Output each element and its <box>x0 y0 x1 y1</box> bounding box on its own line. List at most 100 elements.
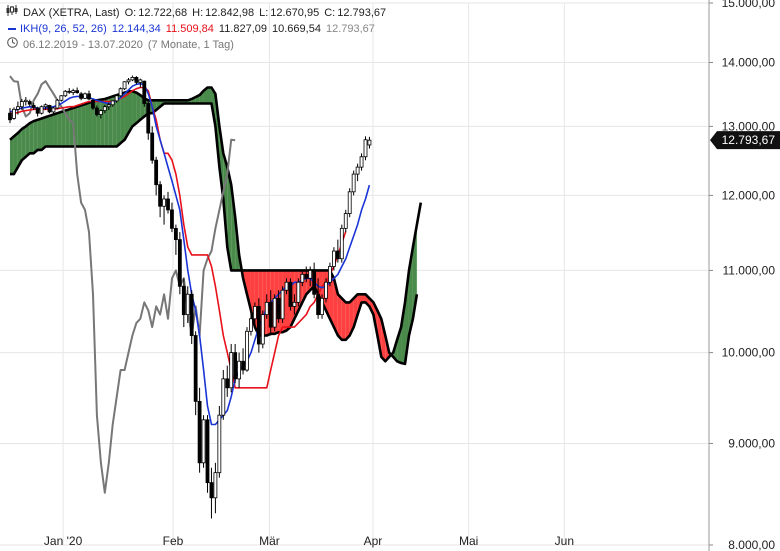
cloud-segment <box>112 95 117 147</box>
x-tick-label: Mai <box>459 534 478 548</box>
candle-body <box>142 80 147 104</box>
cloud-segment <box>49 114 54 147</box>
candle-body <box>114 95 119 102</box>
candle-body <box>181 285 186 316</box>
candles <box>8 75 372 519</box>
candle-body <box>272 297 277 328</box>
candle-body <box>205 419 210 484</box>
candle-body <box>79 93 83 99</box>
candle-body <box>324 281 328 299</box>
y-tick-label: 14.000,00 <box>722 55 776 69</box>
ikh-label: IKH(9, 26, 52, 26) <box>20 23 107 35</box>
kijun-line <box>10 86 347 389</box>
cloud-segment <box>136 92 141 124</box>
candle-body <box>335 250 340 260</box>
candle-body <box>173 227 178 241</box>
ikh-line-icon <box>8 28 16 30</box>
candle-body <box>166 198 170 211</box>
candle-body <box>63 90 68 97</box>
x-tick-label: Jun <box>555 534 574 548</box>
close-value: 12.793,67 <box>337 7 387 19</box>
candle-body <box>252 306 257 320</box>
cloud-segment <box>345 302 350 340</box>
axes: 8.000,00 9.000,00 10.000,00 11.000,00 12.000… <box>44 0 780 551</box>
candle-body <box>284 281 289 291</box>
candle-body <box>276 297 281 320</box>
cloud-segment <box>69 108 74 147</box>
candle-body <box>308 270 313 279</box>
ikh-chikou-value: 12.793,67 <box>325 23 375 35</box>
candle-body <box>229 352 234 389</box>
low-value: 12.670,95 <box>270 7 320 19</box>
open-value: 12.722,68 <box>138 7 188 19</box>
x-tick-label: Feb <box>163 534 184 548</box>
candle-body <box>316 293 321 316</box>
open-label: O: <box>124 7 137 19</box>
candle-body <box>221 378 226 416</box>
ikh-senkou-a-value: 11.827,09 <box>218 23 268 35</box>
candle-body <box>363 139 368 158</box>
cloud-segment <box>132 91 137 127</box>
date-range: 06.12.2019 - 13.07.2020 <box>23 39 143 51</box>
x-tick-label: Jan '20 <box>44 534 83 548</box>
candle-body <box>343 213 348 229</box>
candle-body <box>237 360 242 380</box>
cloud-segment <box>81 104 86 147</box>
candle-body <box>225 378 230 389</box>
cloud-segment <box>207 87 212 104</box>
x-tick-label: Apr <box>364 534 383 548</box>
cloud-segment <box>53 113 58 147</box>
candle-body <box>146 103 151 134</box>
candle-body <box>19 101 24 108</box>
y-tick-label: 10.000,00 <box>722 346 776 360</box>
candle-body <box>288 281 293 307</box>
cloud-segment <box>397 327 402 364</box>
chart-legend: DAX (XETRA, Last) O: 12.722,68 H: 12.842… <box>6 5 391 53</box>
cloud-segment <box>108 96 113 147</box>
cloud-segment <box>57 111 62 147</box>
cloud-segment <box>21 126 26 161</box>
ikh-senkou-b-value: 10.669,54 <box>272 23 321 35</box>
cloud-segment <box>341 298 346 340</box>
candle-body <box>27 101 32 105</box>
candle-body <box>134 76 139 83</box>
candle-body <box>130 76 135 81</box>
y-tick-label: 12.000,00 <box>722 188 776 202</box>
candle-body <box>59 95 64 101</box>
candlestick-icon <box>6 5 18 21</box>
candle-body <box>126 79 131 83</box>
candle-body <box>217 414 222 474</box>
y-tick-label: 9.000,00 <box>728 436 775 450</box>
cloud-segment <box>128 91 133 134</box>
candle-body <box>312 270 317 295</box>
candle-body <box>260 314 265 345</box>
cloud-segment <box>96 99 101 147</box>
cloud-segment <box>45 115 50 147</box>
cloud-segment <box>61 110 66 147</box>
y-tick-label: 15.000,00 <box>722 0 776 10</box>
candle-body <box>162 198 166 207</box>
candle-body <box>83 93 87 99</box>
candle-body <box>110 100 115 106</box>
high-label: H: <box>192 7 204 19</box>
candle-body <box>268 301 273 328</box>
candle-body <box>241 360 245 371</box>
candle-body <box>328 266 332 283</box>
candle-body <box>8 112 12 121</box>
candle-body <box>138 79 143 83</box>
legend-row-instrument: DAX (XETRA, Last) O: 12.722,68 H: 12.842… <box>6 5 391 21</box>
cloud-segment <box>41 117 46 150</box>
legend-row-ikh: IKH(9, 26, 52, 26) 12.144,34 11.509,84 1… <box>6 21 391 37</box>
cloud-segment <box>231 184 236 271</box>
close-label: C: <box>324 7 336 19</box>
cloud-segment <box>89 101 93 147</box>
candle-body <box>193 335 198 402</box>
candle-body <box>213 472 218 499</box>
candle-body <box>35 107 40 114</box>
candle-body <box>71 90 76 93</box>
last-price-badge <box>710 131 780 150</box>
candle-body <box>245 330 249 371</box>
cloud-segment <box>337 294 342 340</box>
candle-body <box>280 289 285 320</box>
